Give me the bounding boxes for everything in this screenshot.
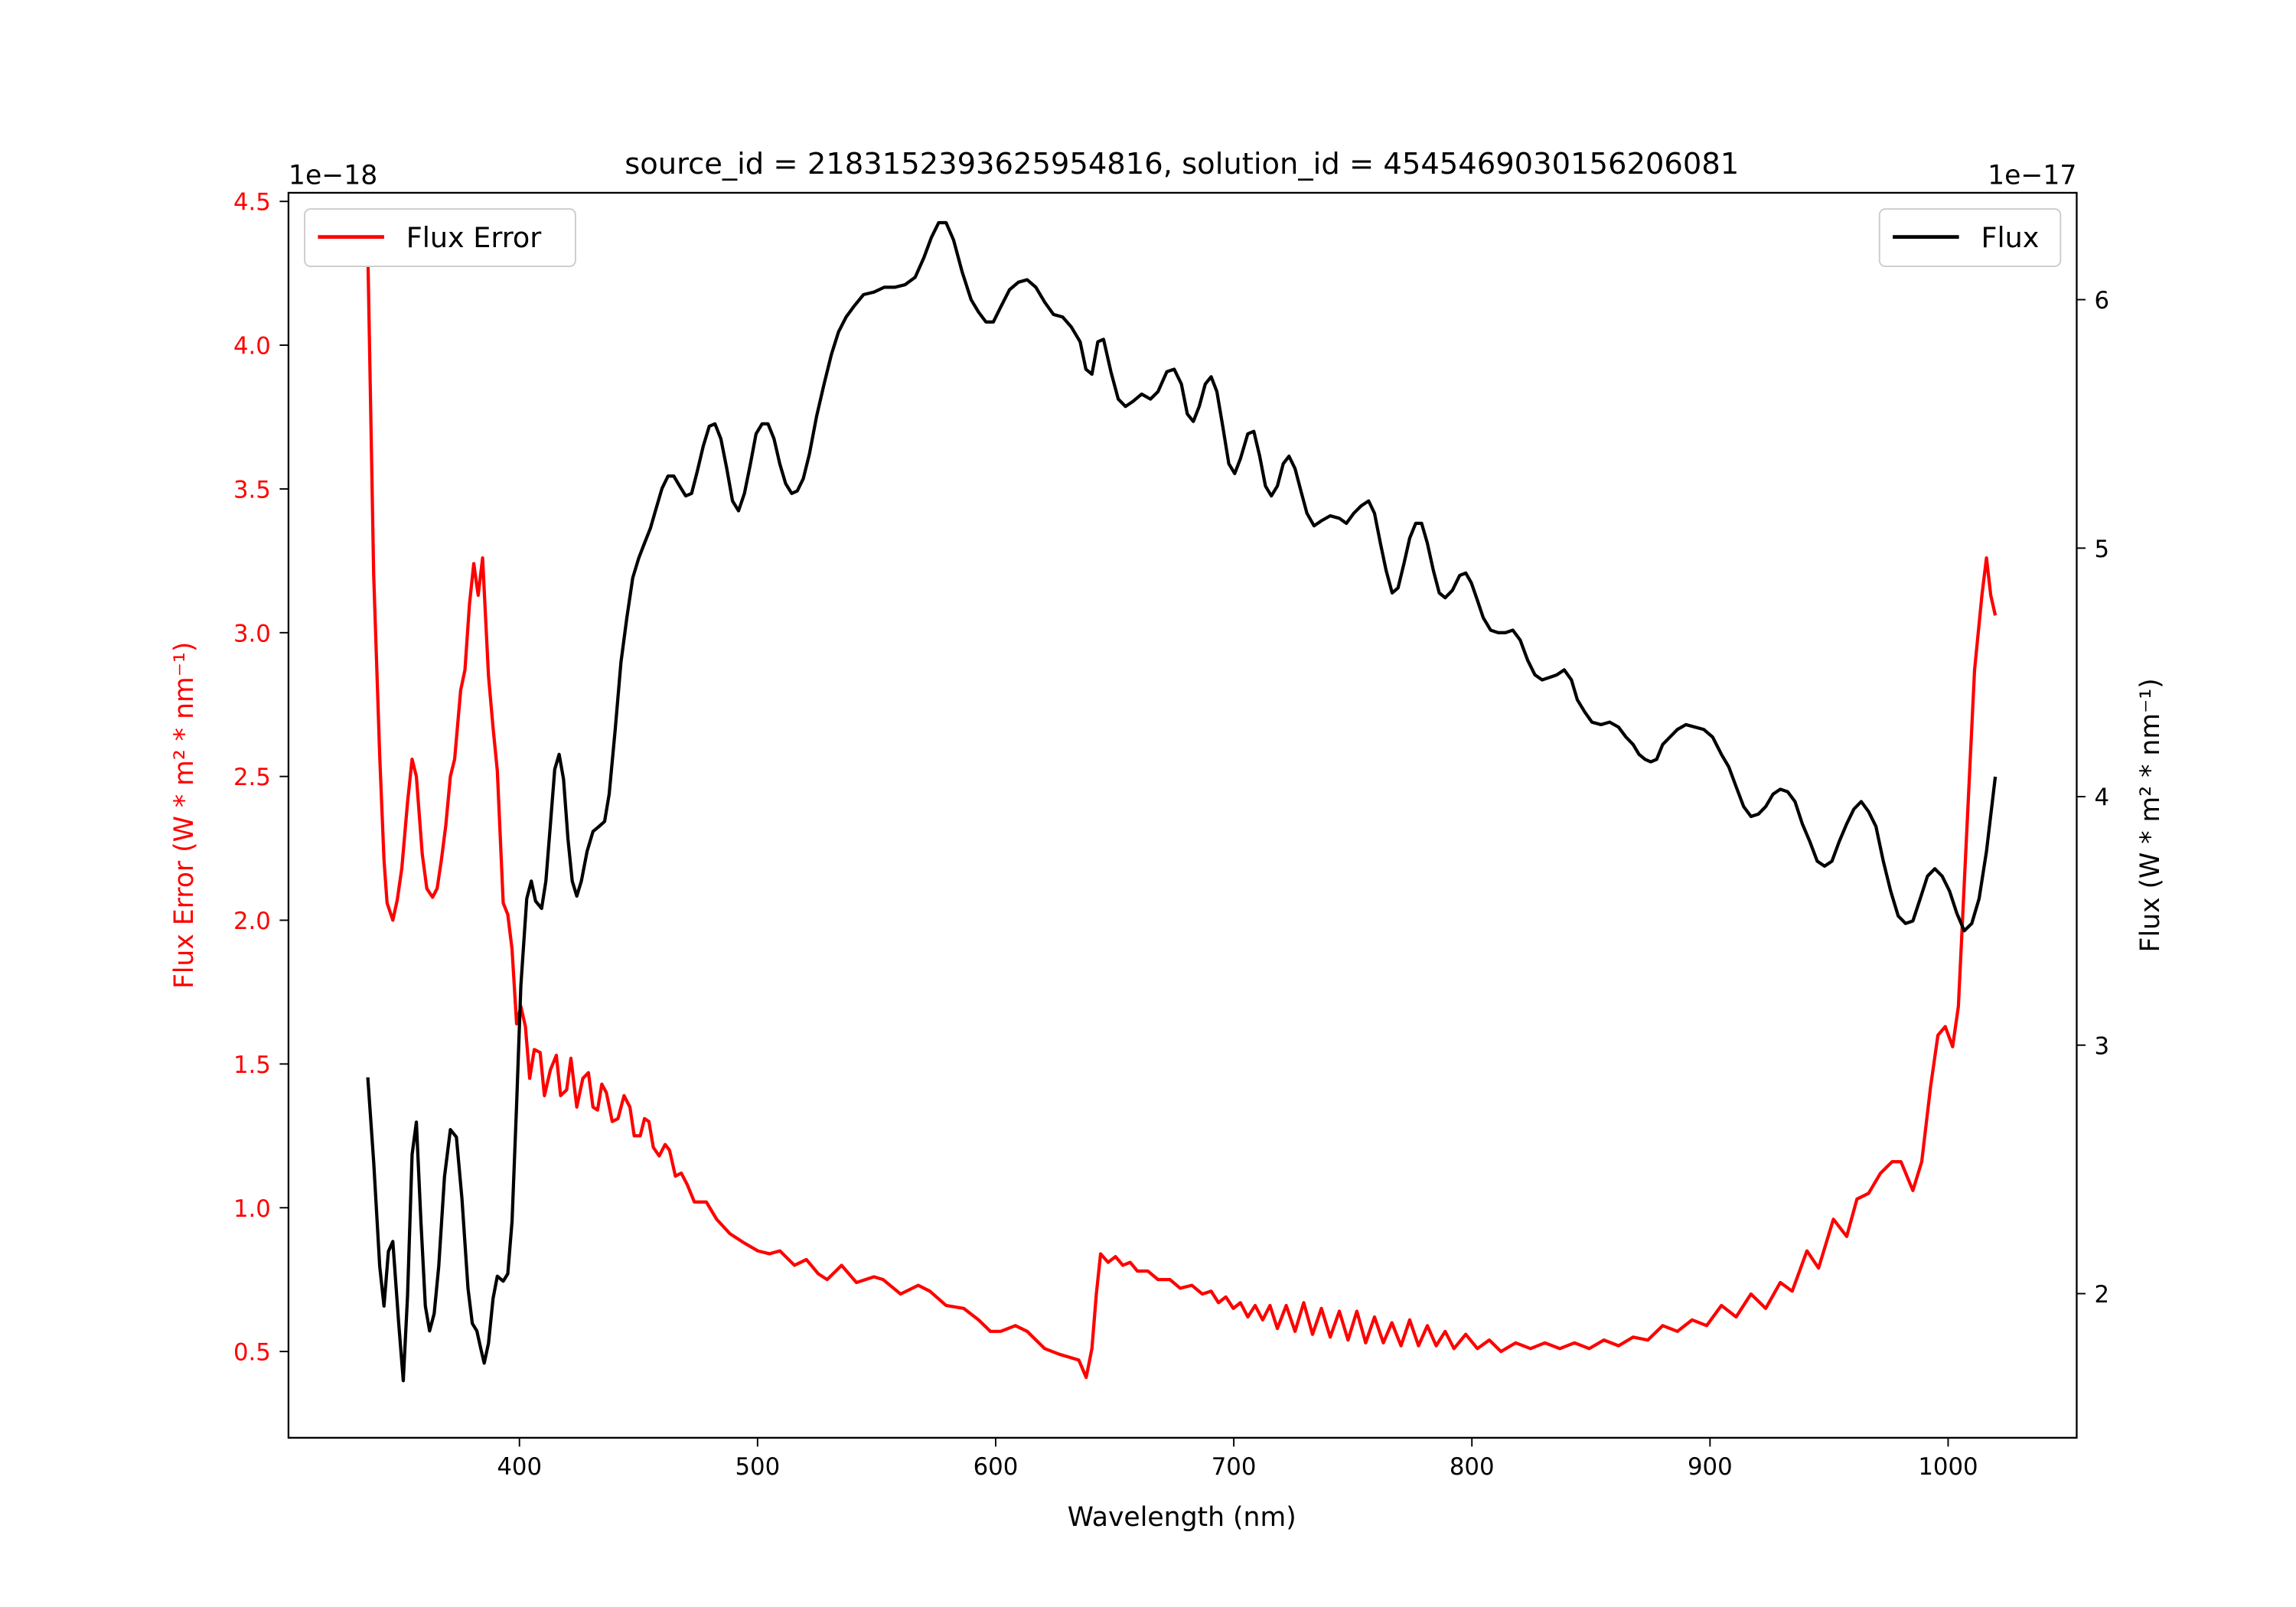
plot-frame <box>287 191 2078 1439</box>
left-y-tick-label: 2.5 <box>233 764 271 791</box>
legend-flux-error: Flux Error <box>304 208 576 268</box>
legend-box <box>1878 208 2062 268</box>
right-y-axis-label: Flux (W * m² * nm⁻¹) <box>2135 678 2166 952</box>
right-axis-offset: 1e−17 <box>1988 160 2076 191</box>
chart-title: source_id = 2183152393625954816, solutio… <box>625 147 1739 181</box>
right-y-tick-label: 5 <box>2095 536 2110 563</box>
right-y-tick-label: 4 <box>2095 784 2110 812</box>
left-y-tick-label: 3.5 <box>233 476 271 504</box>
x-tick-label: 600 <box>974 1453 1019 1481</box>
legend-box <box>304 208 576 268</box>
left-y-tick-label: 0.5 <box>233 1339 271 1367</box>
legend-flux: Flux <box>1878 208 2062 268</box>
x-tick-label: 700 <box>1212 1453 1257 1481</box>
legend-label-flux: Flux <box>1981 221 2039 254</box>
series-layer <box>366 220 1998 1383</box>
left-y-tick-label: 3.0 <box>233 620 271 647</box>
right-y-tick-label: 3 <box>2095 1032 2110 1060</box>
series-line-flux-error <box>366 250 1998 1380</box>
left-axis-offset: 1e−18 <box>289 160 377 191</box>
ticks-layer: 400 500 600 700 800 900 1000 0.5 1.0 1.5 2.0 2.5 3.0… <box>233 189 2109 1481</box>
x-axis-label: Wavelength (nm) <box>1068 1502 1296 1533</box>
right-y-tick-label: 6 <box>2095 287 2110 315</box>
x-tick-label: 400 <box>497 1453 542 1481</box>
x-tick-label: 900 <box>1688 1453 1733 1481</box>
left-y-tick-label: 4.0 <box>233 333 271 360</box>
legend-label-flux-error: Flux Error <box>406 221 543 254</box>
left-y-tick-label: 4.5 <box>233 189 271 217</box>
left-y-tick-label: 1.0 <box>233 1195 271 1223</box>
x-tick-label: 1000 <box>1918 1453 1978 1481</box>
series-line-flux <box>366 220 1998 1383</box>
x-tick-label: 800 <box>1450 1453 1495 1481</box>
left-y-axis-label: Flux Error (W * m² * nm⁻¹) <box>169 642 200 989</box>
x-tick-label: 500 <box>735 1453 780 1481</box>
left-y-tick-label: 2.0 <box>233 908 271 935</box>
left-y-tick-label: 1.5 <box>233 1051 271 1079</box>
right-y-tick-label: 2 <box>2095 1281 2110 1309</box>
